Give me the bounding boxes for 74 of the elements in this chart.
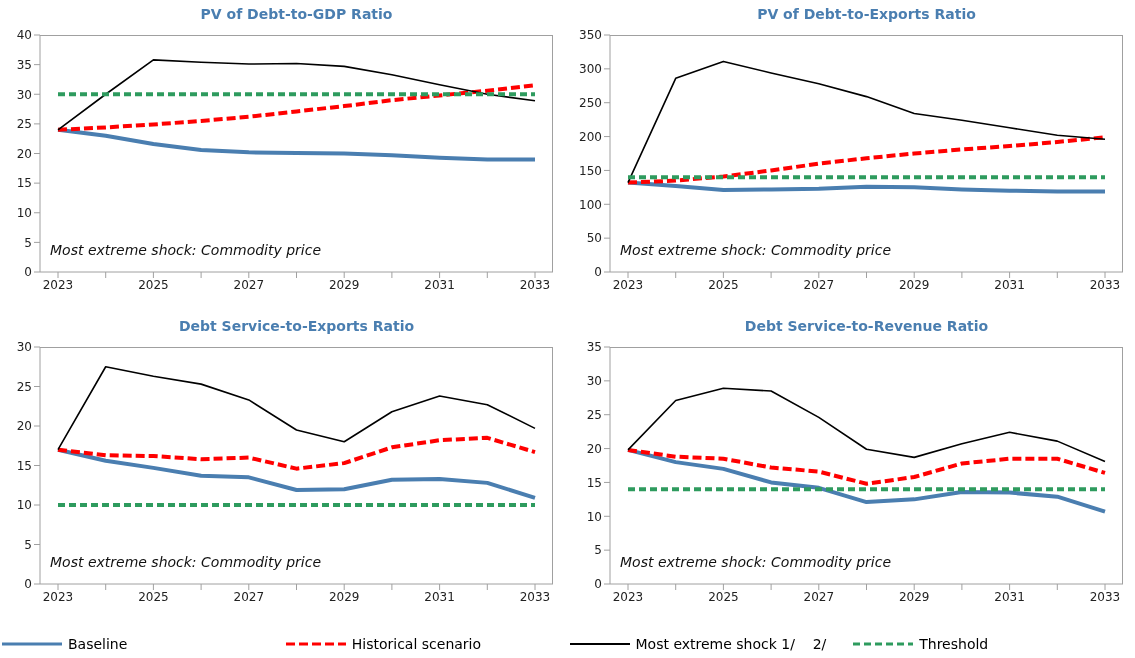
annotation: Most extreme shock: Commodity price	[620, 242, 892, 258]
chart-title: Debt Service-to-Exports Ratio	[177, 318, 416, 334]
y-tick-label: 30	[16, 87, 32, 102]
line-series	[57, 365, 536, 451]
y-tick-label: 25	[586, 407, 602, 422]
y-tick-label: 35	[586, 340, 602, 355]
y-tick-label: 350	[579, 28, 602, 43]
x-tick-label: 2029	[328, 589, 360, 604]
line-series	[627, 60, 1106, 184]
y-tick-label: 250	[579, 95, 602, 110]
chart-title: PV of Debt-to-Exports Ratio	[756, 6, 977, 22]
x-tick-label: 2031	[424, 589, 455, 604]
x-tick-label: 2031	[994, 589, 1025, 604]
y-tick-label: 10	[16, 498, 32, 513]
chart-title: PV of Debt-to-GDP Ratio	[199, 6, 394, 22]
y-tick-label: 15	[16, 176, 32, 191]
x-tick-label: 2033	[1089, 277, 1121, 292]
line-series	[627, 387, 1106, 463]
x-tick-label: 2027	[233, 589, 265, 604]
y-tick-label: 25	[16, 379, 32, 394]
y-tick-label: 30	[16, 340, 32, 355]
chart-title: Debt Service-to-Revenue Ratio	[743, 318, 990, 334]
y-tick-label: 25	[16, 117, 32, 132]
x-tick-label: 2033	[1089, 589, 1121, 604]
legend-label: Threshold	[919, 636, 989, 652]
x-tick-label: 2023	[612, 277, 644, 292]
x-tick-label: 2033	[519, 277, 551, 292]
y-tick-label: 5	[24, 235, 32, 250]
y-tick-label: 200	[579, 129, 602, 144]
x-tick-label: 2023	[612, 589, 644, 604]
x-tick-label: 2031	[994, 277, 1025, 292]
x-tick-label: 2031	[424, 277, 455, 292]
line-series	[626, 447, 1107, 486]
y-tick-label: 5	[24, 537, 32, 552]
y-tick-label: 0	[594, 265, 602, 280]
y-tick-label: 20	[586, 441, 602, 456]
y-tick-label: 10	[586, 509, 602, 524]
y-tick-label: 30	[586, 374, 602, 389]
line-series	[56, 435, 537, 471]
x-tick-label: 2025	[708, 277, 739, 292]
legend-label: Historical scenario	[351, 636, 482, 652]
y-tick-label: 15	[586, 475, 602, 490]
y-tick-label: 15	[16, 458, 32, 473]
y-tick-label: 20	[16, 419, 32, 434]
y-tick-label: 10	[16, 206, 32, 221]
x-tick-label: 2025	[138, 589, 169, 604]
x-tick-label: 2025	[708, 589, 739, 604]
x-tick-label: 2023	[42, 589, 74, 604]
x-tick-label: 2029	[898, 589, 930, 604]
y-tick-label: 150	[579, 163, 602, 178]
legend-label: Most extreme shock 1/ 2/	[635, 636, 827, 652]
x-tick-label: 2029	[328, 277, 360, 292]
legend-label: Baseline	[68, 636, 128, 652]
annotation: Most extreme shock: Commodity price	[50, 242, 322, 258]
y-tick-label: 20	[16, 146, 32, 161]
x-tick-label: 2027	[803, 589, 835, 604]
y-tick-label: 5	[594, 543, 602, 558]
y-tick-label: 50	[586, 231, 602, 246]
x-tick-label: 2025	[138, 277, 169, 292]
x-tick-label: 2033	[519, 589, 551, 604]
y-tick-label: 100	[579, 197, 602, 212]
x-tick-label: 2023	[42, 277, 74, 292]
x-tick-label: 2027	[233, 277, 265, 292]
y-tick-label: 0	[24, 265, 32, 280]
y-tick-label: 40	[16, 28, 32, 43]
y-tick-label: 300	[579, 62, 602, 77]
annotation: Most extreme shock: Commodity price	[50, 554, 322, 570]
annotation: Most extreme shock: Commodity price	[620, 554, 892, 570]
x-tick-label: 2029	[898, 277, 930, 292]
x-tick-label: 2027	[803, 277, 835, 292]
y-tick-label: 35	[16, 57, 32, 72]
line-series	[57, 59, 536, 131]
y-tick-label: 0	[594, 577, 602, 592]
y-tick-label: 0	[24, 577, 32, 592]
